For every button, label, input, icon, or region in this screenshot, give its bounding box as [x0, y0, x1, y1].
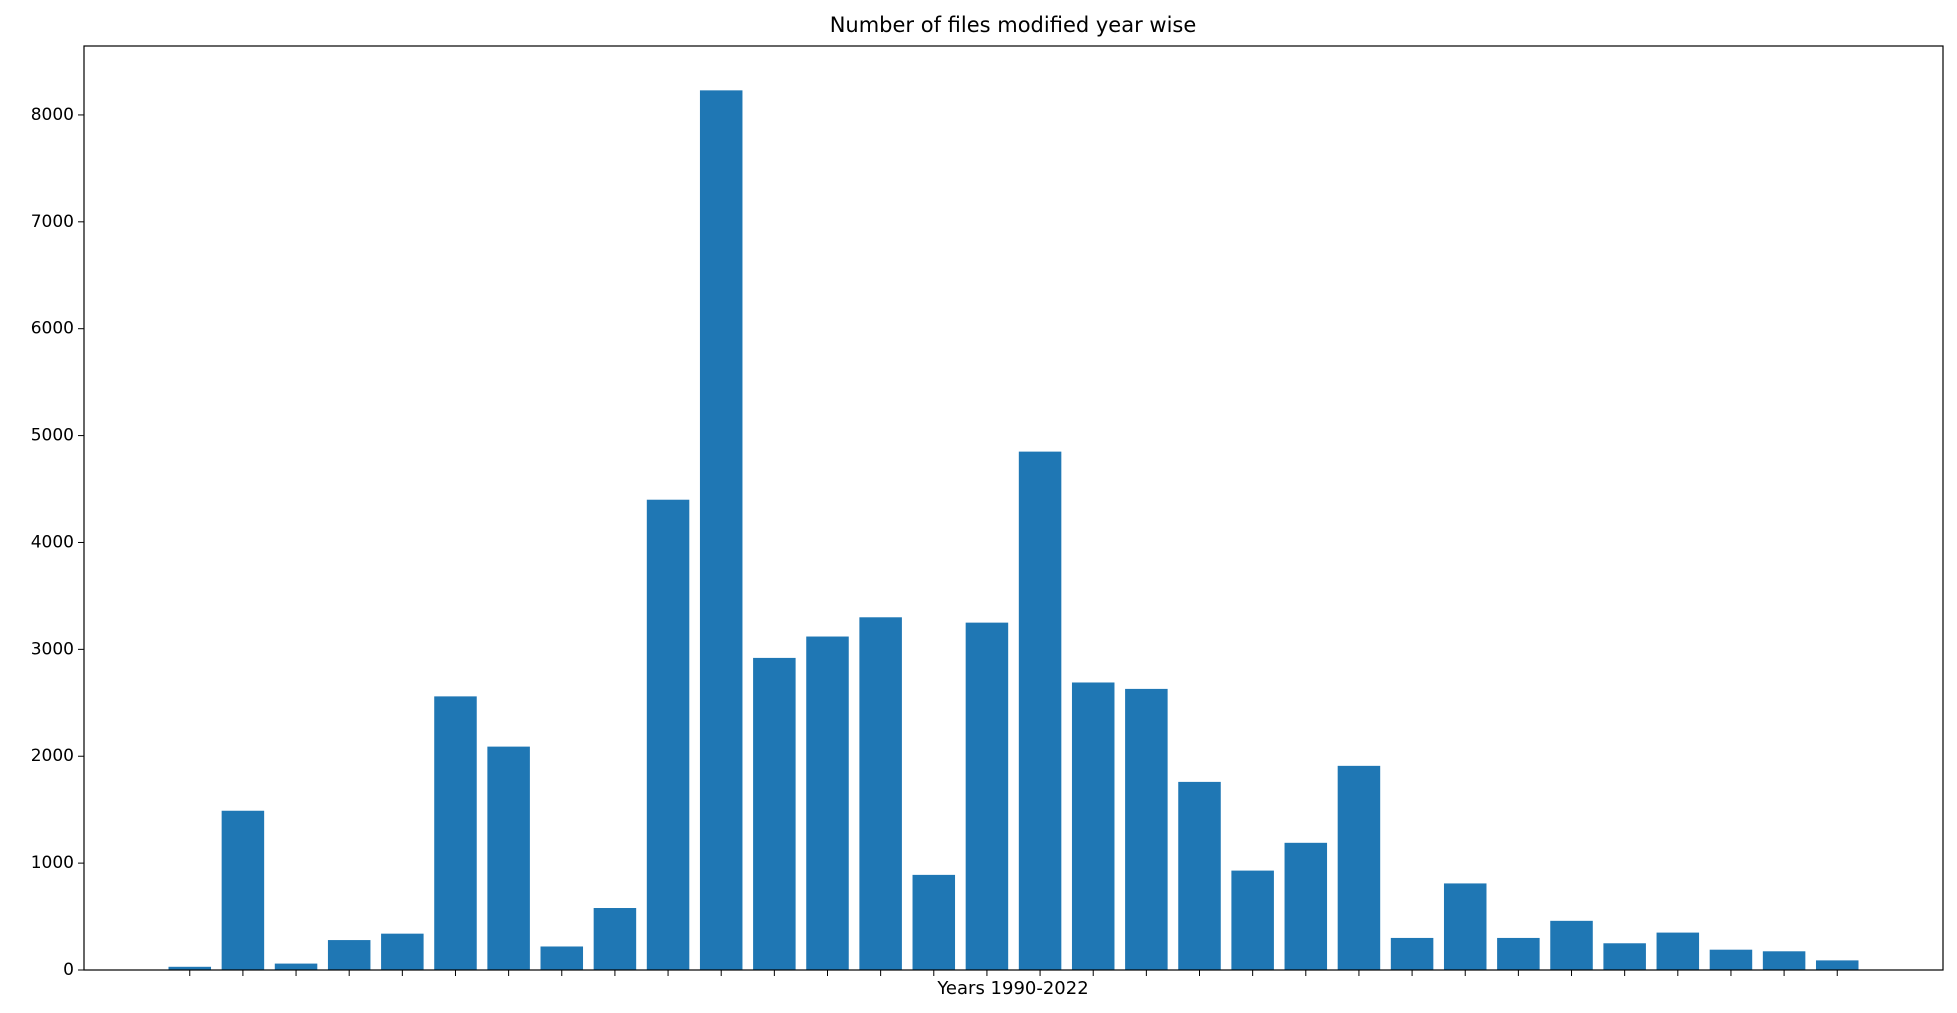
bar: [381, 933, 424, 970]
bar: [487, 746, 530, 970]
bar: [1603, 943, 1646, 970]
bar: [1497, 937, 1540, 970]
bar: [912, 874, 956, 970]
bar: [1018, 451, 1062, 970]
bar: [593, 908, 637, 970]
bar: [1815, 960, 1859, 970]
bar: [753, 657, 796, 970]
y-tick-label: 6000: [31, 319, 74, 339]
bar: [1709, 949, 1753, 970]
y-tick-label: 5000: [31, 426, 74, 446]
y-tick-label: 2000: [31, 746, 74, 766]
bar: [274, 963, 318, 970]
bar: [859, 617, 902, 970]
bar: [1231, 870, 1274, 970]
y-tick-label: 1000: [31, 853, 74, 873]
bar: [1284, 842, 1328, 970]
y-tick-label: 8000: [31, 105, 74, 125]
bar: [168, 966, 212, 970]
y-tick-label: 7000: [31, 212, 74, 232]
bar: [699, 90, 743, 971]
bar: [1390, 937, 1434, 970]
bar: [221, 810, 265, 970]
bar: [434, 696, 477, 970]
x-axis-label: Years 1990-2022: [936, 978, 1088, 999]
bar: [1125, 688, 1168, 970]
y-tick-label: 3000: [31, 639, 74, 659]
bar: [646, 499, 690, 970]
bar: [965, 622, 1009, 970]
chart-title: Number of files modified year wise: [830, 13, 1197, 37]
bar: [540, 946, 584, 970]
plot-frame: [83, 45, 1944, 971]
y-tick-label: 0: [63, 960, 74, 980]
bar: [1337, 765, 1381, 970]
bar: [1071, 682, 1115, 970]
bar: [1656, 932, 1700, 970]
bar: [1550, 920, 1593, 970]
bar: [806, 636, 849, 970]
bar: [1178, 781, 1221, 970]
bar: [327, 940, 371, 970]
bar: [1443, 883, 1487, 970]
y-tick-label: 4000: [31, 532, 74, 552]
bar: [1762, 951, 1806, 970]
